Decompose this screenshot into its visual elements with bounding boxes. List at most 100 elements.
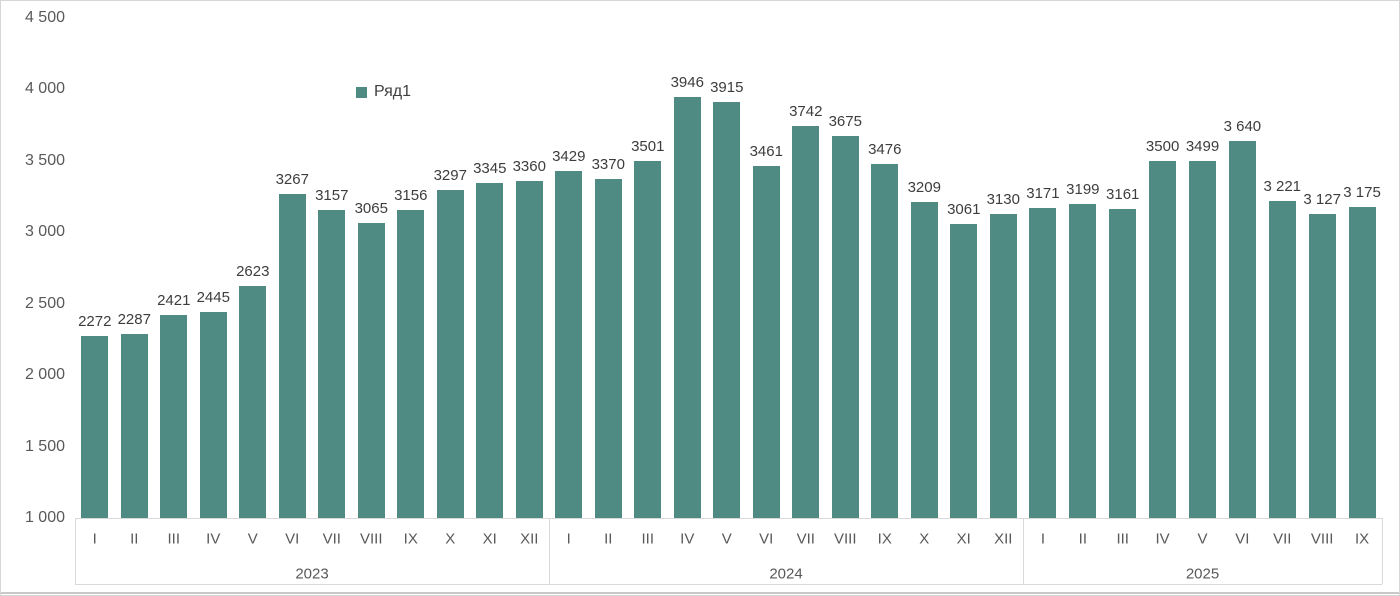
bar-value-label: 3946: [670, 74, 704, 92]
year-label: 2024: [769, 565, 803, 583]
bar-value-label: 2623: [236, 263, 270, 281]
legend: Ряд1: [356, 83, 411, 101]
bar-2024-I: [555, 171, 583, 518]
bar-2024-V: [713, 101, 741, 518]
bar-value-label: 3915: [710, 78, 744, 96]
bar-2023-XII: [515, 180, 543, 518]
y-axis-tick-label: 1 000: [24, 509, 65, 526]
month-tick-label: V: [1197, 530, 1208, 548]
y-axis-tick-label: 3 500: [24, 151, 65, 169]
bar-value-label: 3675: [828, 112, 862, 130]
bar-value-label: 3065: [354, 200, 388, 217]
category-axis-bottom-line: [75, 584, 1382, 585]
bar-value-label: 3429: [552, 148, 586, 165]
bar-2023-VII: [318, 209, 346, 518]
month-tick-label: X: [919, 530, 930, 548]
y-axis-tick-label: 4 500: [24, 9, 65, 26]
year-group-divider: [1382, 518, 1383, 584]
month-tick-label: I: [566, 530, 571, 548]
bar-2023-III: [160, 315, 188, 518]
bar-value-label: 3267: [275, 171, 309, 189]
bar-value-label: 3 221: [1263, 177, 1302, 195]
month-tick-label: VIII: [833, 530, 857, 548]
bar-2024-VIII: [831, 135, 859, 518]
month-tick-label: VI: [759, 530, 774, 548]
month-tick-label: VIII: [359, 530, 383, 548]
bar-value-label: 3209: [907, 179, 941, 197]
x-axis-line: [75, 518, 1382, 519]
month-tick-label: I: [92, 530, 97, 548]
bar-value-label: 3156: [394, 187, 428, 204]
year-label: 2025: [1185, 565, 1220, 583]
bar-2025-II: [1069, 203, 1097, 518]
month-tick-label: VII: [322, 530, 341, 548]
month-tick-label: V: [247, 530, 258, 548]
month-tick-label: VI: [1235, 530, 1250, 548]
bar-2025-VIII: [1308, 214, 1336, 518]
month-tick-label: X: [445, 530, 456, 548]
bar-2024-VI: [752, 166, 780, 518]
y-axis-tick-label: 1 500: [24, 437, 65, 455]
month-tick-label: XII: [520, 530, 539, 548]
bar-2023-II: [120, 334, 148, 518]
month-tick-label: XII: [994, 530, 1013, 548]
bar-2025-IX: [1348, 207, 1376, 518]
bar-2023-VI: [278, 194, 306, 518]
month-tick-label: XI: [956, 530, 971, 548]
bar-value-label: 3061: [947, 200, 981, 218]
bar-value-label: 3171: [1026, 184, 1060, 202]
month-tick-label: IX: [877, 530, 892, 548]
month-tick-label: IX: [1354, 530, 1370, 548]
bar-2023-IV: [199, 311, 227, 518]
bar-2024-III: [634, 160, 662, 518]
bar-value-label: 2272: [78, 313, 112, 331]
month-tick-label: VIII: [1310, 530, 1334, 548]
bar-2024-VII: [792, 126, 820, 518]
month-tick-label: I: [1040, 530, 1046, 548]
bar-value-label: 3 175: [1343, 184, 1381, 202]
bar-2023-X: [436, 189, 464, 518]
month-tick-label: IV: [680, 530, 695, 548]
bar-value-label: 3297: [433, 166, 467, 184]
bar-2025-I: [1029, 207, 1057, 518]
month-tick-label: VI: [285, 530, 300, 548]
bar-2024-IV: [673, 97, 701, 518]
bar-2023-V: [239, 286, 267, 518]
bar-2025-VI: [1228, 140, 1256, 518]
bar-value-label: 2421: [157, 292, 191, 309]
year-group-divider: [549, 518, 550, 584]
bar-value-label: 2445: [196, 288, 230, 306]
bar-value-label: 3130: [986, 190, 1020, 208]
month-tick-label: II: [604, 530, 613, 548]
bar-value-label: 3742: [789, 103, 823, 121]
bar-2024-XI: [950, 223, 978, 518]
bar-2025-V: [1189, 161, 1216, 518]
bar-2024-X: [910, 202, 938, 518]
bar-value-label: 3501: [631, 137, 665, 155]
month-tick-label: VII: [796, 530, 815, 548]
y-axis-tick-label: 4 000: [24, 80, 65, 98]
month-tick-label: VII: [1273, 530, 1292, 548]
bar-2025-IV: [1149, 160, 1177, 518]
bar-value-label: 3499: [1185, 138, 1220, 155]
bar-2025-VII: [1268, 200, 1296, 518]
month-tick-label: II: [1078, 530, 1087, 548]
bar-value-label: 3199: [1066, 180, 1100, 198]
month-tick-label: IV: [206, 530, 221, 548]
bar-value-label: 3345: [473, 160, 507, 177]
month-tick-label: II: [130, 530, 139, 548]
legend-swatch-icon: [356, 86, 367, 98]
bar-2023-I: [81, 336, 109, 518]
bar-value-label: 3157: [315, 186, 349, 204]
legend-label: Ряд1: [374, 83, 412, 100]
month-tick-label: III: [641, 530, 655, 548]
bar-value-label: 3370: [591, 156, 625, 174]
month-tick-label: IX: [403, 530, 418, 548]
bar-value-label: 3461: [749, 143, 783, 161]
bar-2023-XI: [476, 183, 504, 518]
year-label: 2023: [295, 565, 329, 583]
month-tick-label: XI: [482, 530, 497, 548]
bar-value-label: 3500: [1145, 137, 1180, 155]
bar-2024-II: [594, 179, 622, 518]
